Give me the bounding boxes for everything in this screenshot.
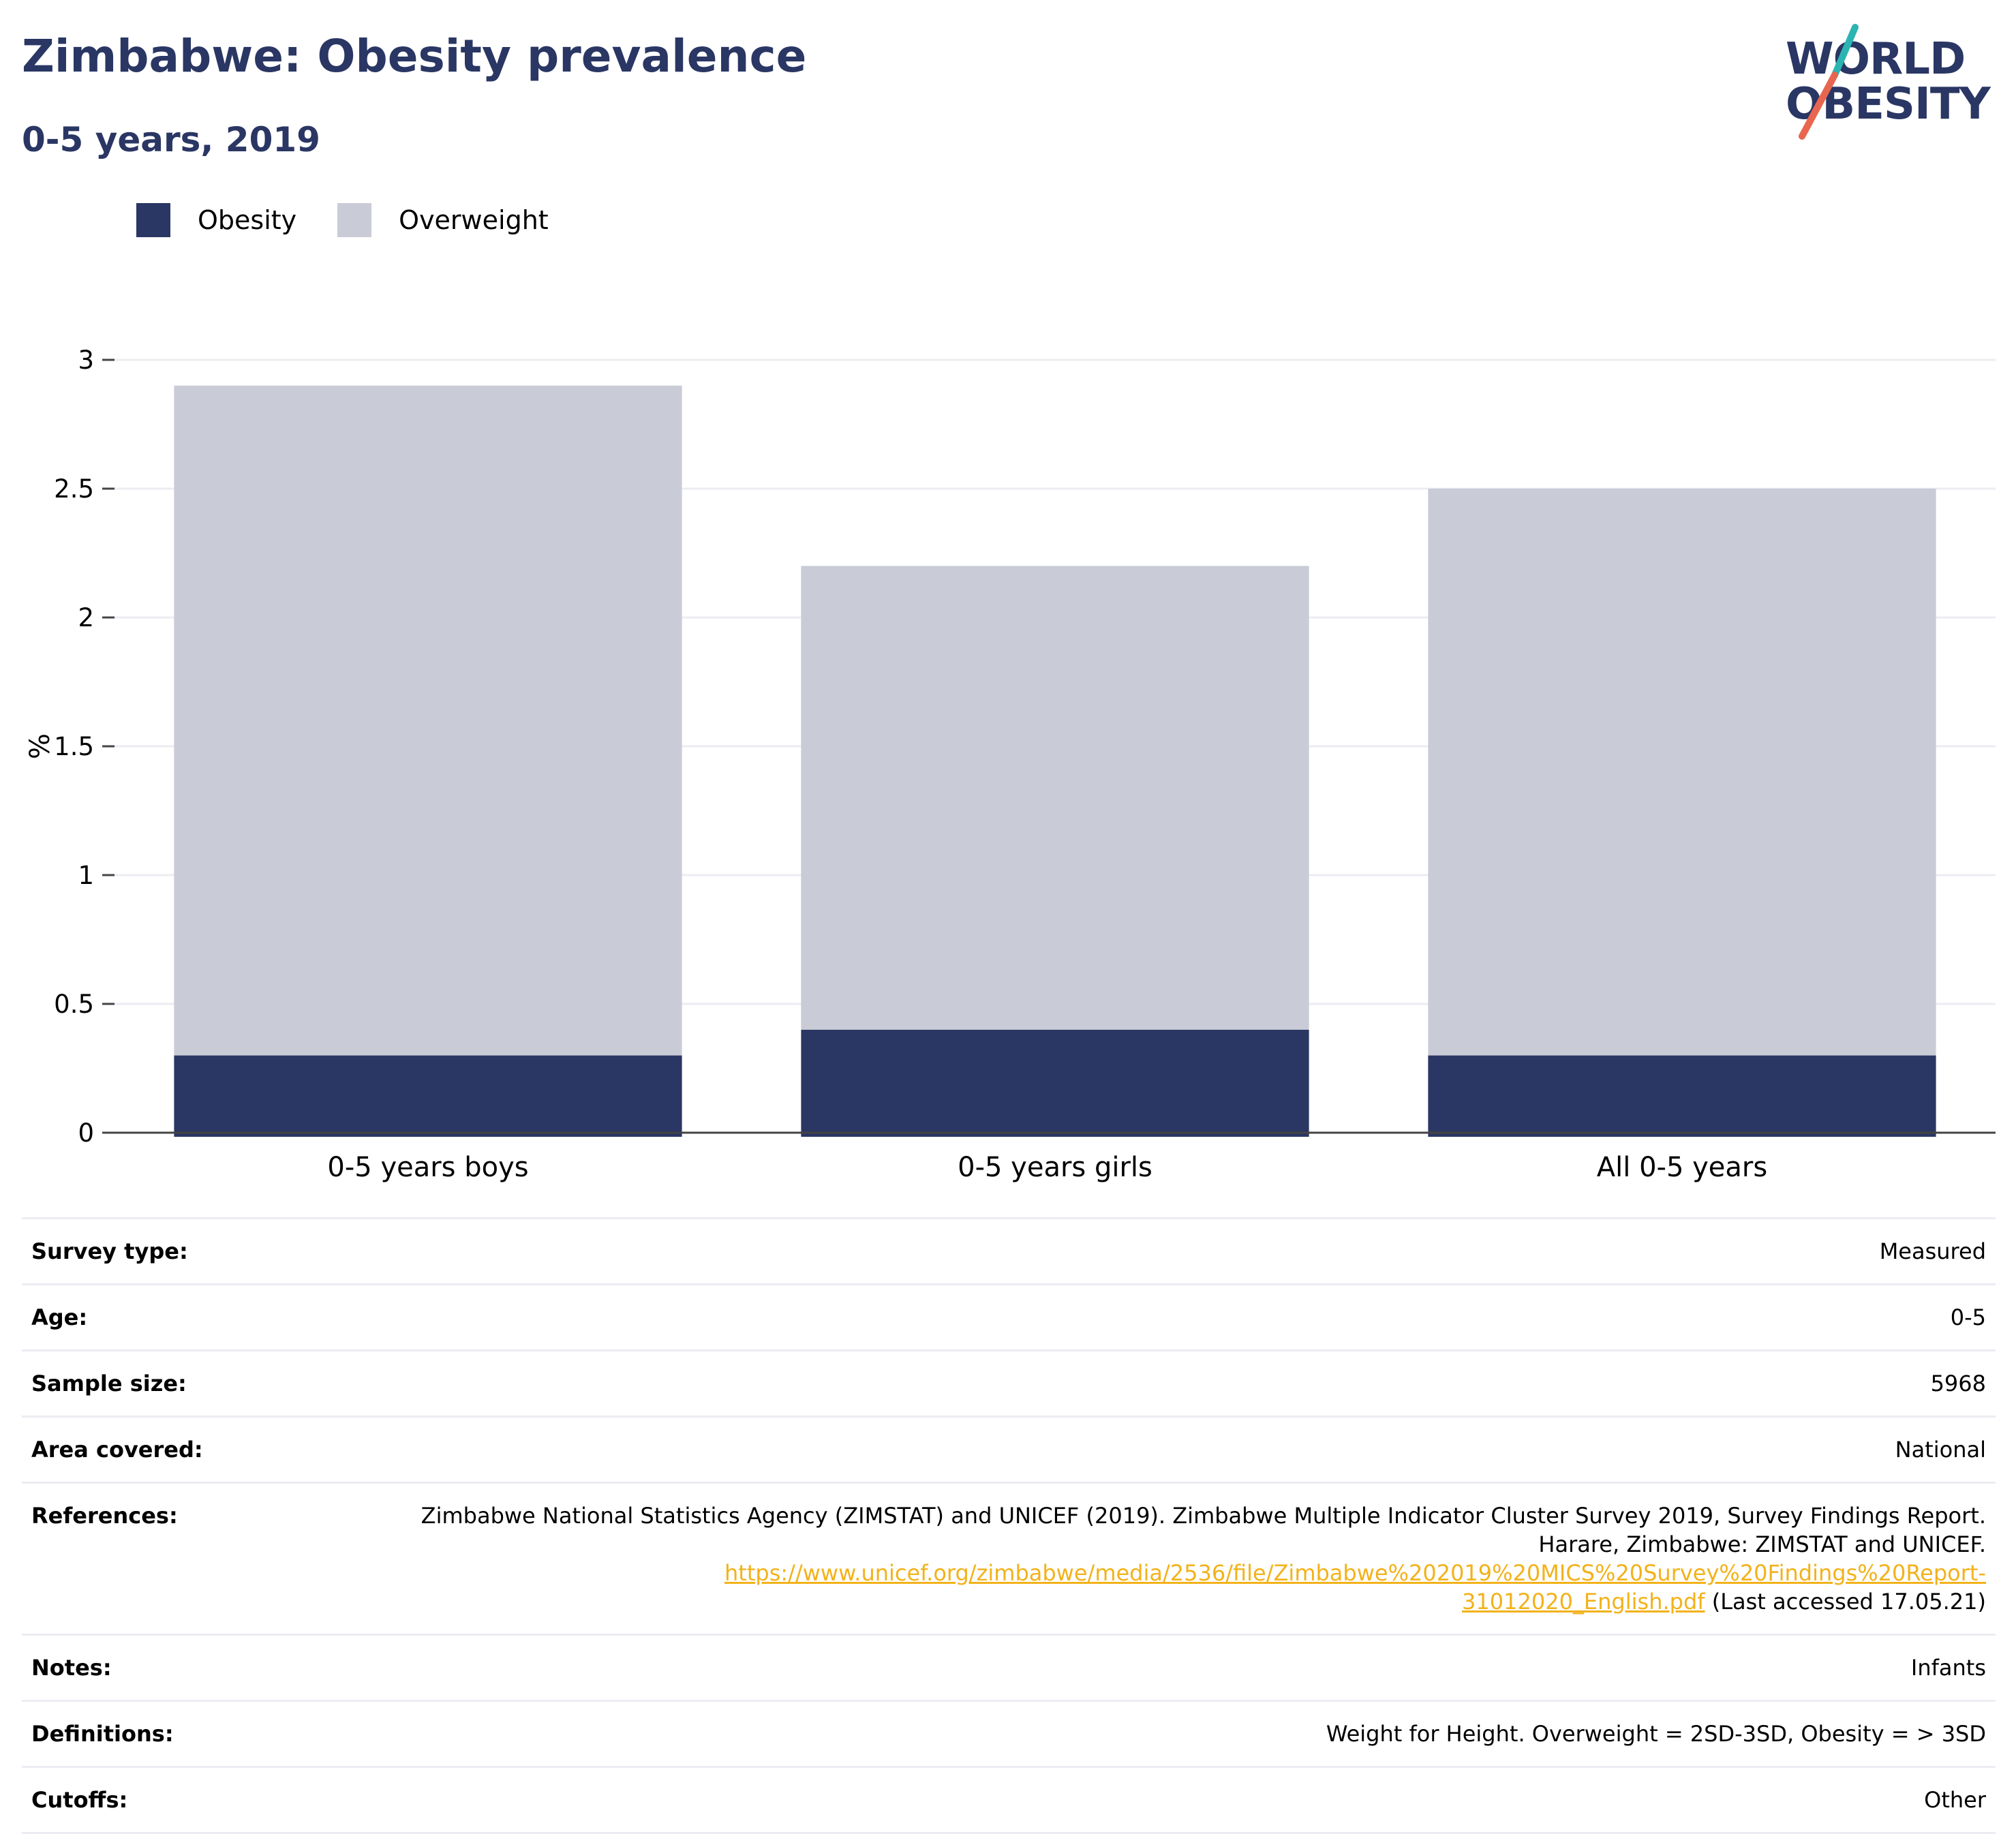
info-key-age: Age: bbox=[22, 1283, 327, 1351]
bar-obesity-2[interactable] bbox=[801, 1029, 1309, 1137]
x-tick-label: 0-5 years boys bbox=[327, 1152, 528, 1183]
info-key-definitions: Definitions: bbox=[22, 1700, 327, 1767]
info-row-notes: Notes: Infants bbox=[22, 1634, 1996, 1701]
info-value-references: Zimbabwe National Statistics Agency (ZIM… bbox=[327, 1482, 1996, 1635]
stacked-bar-chart: 0 0.5 1 1.5 2 2.5 3% 0-5 years boys 0-5 years gi… bbox=[25, 346, 1996, 1183]
reference-link-part2: 31012020_English.pdf bbox=[1462, 1589, 1705, 1615]
bar-overweight-3[interactable] bbox=[1428, 489, 1936, 1056]
bar-obesity-3[interactable] bbox=[1428, 1055, 1936, 1137]
y-tick-label: 0 bbox=[78, 1118, 94, 1148]
legend-item-overweight[interactable]: Overweight bbox=[337, 203, 549, 237]
info-key-notes: Notes: bbox=[22, 1634, 327, 1701]
info-value-survey-type: Measured bbox=[327, 1217, 1996, 1285]
bar-overweight-2[interactable] bbox=[801, 566, 1309, 1030]
info-key-cutoffs: Cutoffs: bbox=[22, 1766, 327, 1834]
y-tick-label: 3 bbox=[78, 346, 94, 375]
legend-item-obesity[interactable]: Obesity bbox=[136, 203, 296, 237]
reference-accessed: (Last accessed 17.05.21) bbox=[1705, 1589, 1986, 1615]
legend-label-obesity: Obesity bbox=[198, 205, 297, 235]
reference-citation: Zimbabwe National Statistics Agency (ZIM… bbox=[421, 1503, 1986, 1557]
info-row-age: Age: 0-5 bbox=[22, 1283, 1996, 1351]
y-tick-label: 0.5 bbox=[54, 990, 94, 1019]
info-value-notes: Infants bbox=[327, 1634, 1996, 1701]
info-value-definitions: Weight for Height. Overweight = 2SD-3SD,… bbox=[327, 1700, 1996, 1767]
x-tick-label: 0-5 years girls bbox=[958, 1152, 1152, 1183]
bar-obesity-1[interactable] bbox=[174, 1055, 682, 1137]
info-row-definitions: Definitions: Weight for Height. Overweig… bbox=[22, 1700, 1996, 1767]
reference-link-part1: https://www.unicef.org/zimbabwe/media/25… bbox=[724, 1560, 1986, 1586]
chart-title: Zimbabwe: Obesity prevalence bbox=[22, 30, 807, 82]
legend-swatch-obesity bbox=[136, 203, 170, 237]
y-tick-label: 2 bbox=[78, 603, 94, 632]
info-row-area-covered: Area covered: National bbox=[22, 1416, 1996, 1483]
chart-subtitle: 0-5 years, 2019 bbox=[22, 120, 320, 159]
y-tick-label: 1.5 bbox=[54, 732, 94, 761]
info-row-survey-type: Survey type: Measured bbox=[22, 1217, 1996, 1285]
x-tick-label: All 0-5 years bbox=[1597, 1152, 1767, 1183]
info-key-survey-type: Survey type: bbox=[22, 1217, 327, 1285]
info-row-sample-size: Sample size: 5968 bbox=[22, 1349, 1996, 1417]
info-value-age: 0-5 bbox=[327, 1283, 1996, 1351]
logo-text-world: WORLD bbox=[1786, 34, 1966, 85]
info-row-references: References: Zimbabwe National Statistics… bbox=[22, 1482, 1996, 1635]
world-obesity-logo: WORLD OBESITY bbox=[1786, 22, 1997, 143]
info-row-cutoffs: Cutoffs: Other bbox=[22, 1766, 1996, 1834]
info-key-references: References: bbox=[22, 1482, 327, 1635]
y-tick-label: 2.5 bbox=[54, 474, 94, 504]
chart-legend: Obesity Overweight bbox=[136, 203, 590, 237]
info-key-area-covered: Area covered: bbox=[22, 1416, 327, 1483]
legend-swatch-overweight bbox=[337, 203, 372, 237]
info-value-area-covered: National bbox=[327, 1416, 1996, 1483]
info-value-sample-size: 5968 bbox=[327, 1349, 1996, 1417]
info-key-sample-size: Sample size: bbox=[22, 1349, 327, 1417]
y-tick-label: 1 bbox=[78, 861, 94, 890]
survey-info-table: Survey type: Measured Age: 0-5 Sample si… bbox=[22, 1217, 1996, 1834]
legend-label-overweight: Overweight bbox=[399, 205, 549, 235]
logo-slash-icon bbox=[1799, 24, 1859, 140]
y-axis-label: % bbox=[25, 733, 56, 759]
bar-overweight-1[interactable] bbox=[174, 385, 682, 1056]
reference-link[interactable]: https://www.unicef.org/zimbabwe/media/25… bbox=[724, 1560, 1986, 1615]
info-value-cutoffs: Other bbox=[327, 1766, 1996, 1834]
